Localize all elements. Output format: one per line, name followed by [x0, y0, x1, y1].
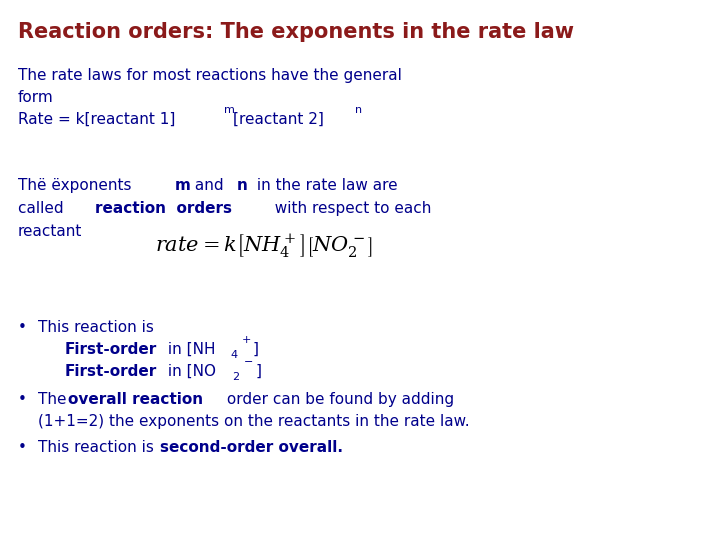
Text: This reaction is: This reaction is — [38, 440, 158, 455]
Text: overall reaction: overall reaction — [68, 392, 203, 407]
Text: in [NO: in [NO — [163, 364, 216, 379]
Text: Reaction orders: The exponents in the rate law: Reaction orders: The exponents in the ra… — [18, 22, 574, 42]
Text: called: called — [18, 201, 73, 216]
Text: with respect to each: with respect to each — [265, 201, 431, 216]
Text: Thë ëxponents: Thë ëxponents — [18, 178, 136, 193]
Text: First-order: First-order — [65, 364, 157, 379]
Text: 2: 2 — [232, 372, 239, 382]
Text: in the rate law are: in the rate law are — [252, 178, 397, 193]
Text: reaction  orders: reaction orders — [95, 201, 232, 216]
Text: order can be found by adding: order can be found by adding — [222, 392, 454, 407]
Text: and: and — [190, 178, 228, 193]
Text: Rate = k[reactant 1]: Rate = k[reactant 1] — [18, 112, 176, 127]
Text: in [NH: in [NH — [163, 342, 215, 357]
Text: (1+1=2) the exponents on the reactants in the rate law.: (1+1=2) the exponents on the reactants i… — [38, 414, 469, 429]
Text: The: The — [38, 392, 71, 407]
Text: −: − — [244, 357, 253, 367]
Text: ]: ] — [256, 364, 262, 379]
Text: second-order overall.: second-order overall. — [160, 440, 343, 455]
Text: 4: 4 — [230, 350, 237, 360]
Text: form: form — [18, 90, 54, 105]
Text: m: m — [224, 105, 235, 115]
Text: This reaction is: This reaction is — [38, 320, 154, 335]
Text: n: n — [355, 105, 362, 115]
Text: First-order: First-order — [65, 342, 157, 357]
Text: •: • — [18, 440, 27, 455]
Text: [reactant 2]: [reactant 2] — [233, 112, 324, 127]
Text: ]: ] — [253, 342, 259, 357]
Text: The rate laws for most reactions have the general: The rate laws for most reactions have th… — [18, 68, 402, 83]
Text: n: n — [237, 178, 248, 193]
Text: reactant: reactant — [18, 224, 82, 239]
Text: •: • — [18, 392, 27, 407]
Text: $rate = k\left[NH_4^+\right]\left[NO_2^-\right]$: $rate = k\left[NH_4^+\right]\left[NO_2^-… — [155, 232, 373, 259]
Text: +: + — [242, 335, 251, 345]
Text: m: m — [175, 178, 191, 193]
Text: •: • — [18, 320, 27, 335]
